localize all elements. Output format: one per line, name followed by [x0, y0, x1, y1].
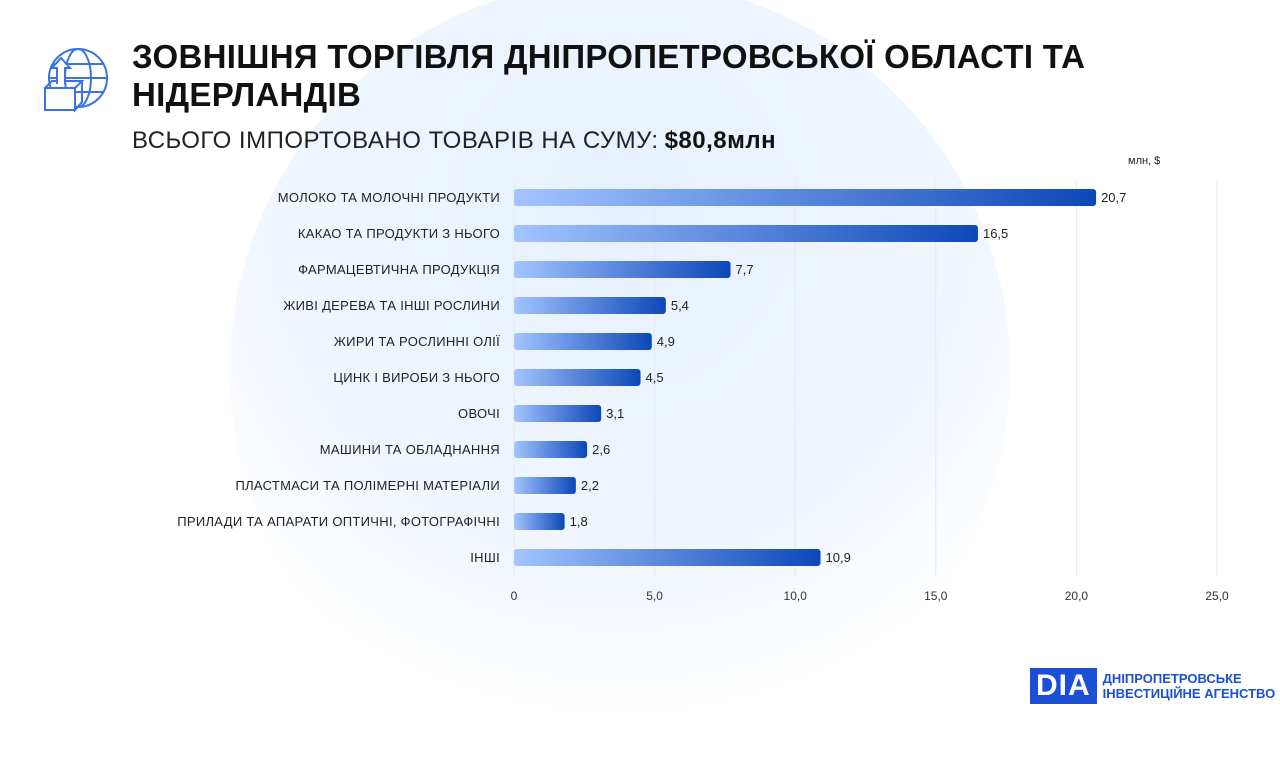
- value-label: 7,7: [736, 262, 754, 277]
- logo-line-1: ДНІПРОПЕТРОВСЬКЕ: [1102, 671, 1242, 686]
- category-label: ЖИВІ ДЕРЕВА ТА ІНШІ РОСЛИНИ: [283, 298, 500, 313]
- category-label: ФАРМАЦЕВТИЧНА ПРОДУКЦІЯ: [298, 262, 500, 277]
- value-label: 10,9: [826, 550, 851, 565]
- logo-line-2: ІНВЕСТИЦІЙНЕ АГЕНСТВО: [1102, 686, 1276, 701]
- value-label: 1,8: [570, 514, 588, 529]
- subtitle-label: ВСЬОГО ІМПОРТОВАНО ТОВАРІВ НА СУМУ:: [132, 127, 659, 154]
- page-title: ЗОВНІШНЯ ТОРГІВЛЯ ДНІПРОПЕТРОВСЬКОЇ ОБЛА…: [132, 38, 1085, 114]
- bar: [514, 225, 978, 242]
- category-label: ЦИНК І ВИРОБИ З НЬОГО: [333, 370, 500, 385]
- bar: [514, 333, 652, 350]
- x-tick-label: 25,0: [1205, 589, 1229, 603]
- x-tick-label: 10,0: [784, 589, 808, 603]
- dia-logo: DIA ДНІПРОПЕТРОВСЬКЕ ІНВЕСТИЦІЙНЕ АГЕНСТВ…: [1030, 668, 1275, 704]
- value-label: 16,5: [983, 226, 1008, 241]
- title-line-2: НІДЕРЛАНДІВ: [132, 76, 362, 113]
- category-label: МАШИНИ ТА ОБЛАДНАННЯ: [320, 442, 500, 457]
- x-tick-label: 20,0: [1065, 589, 1089, 603]
- bar: [514, 513, 565, 530]
- x-tick-label: 15,0: [924, 589, 948, 603]
- category-label: ПЛАСТМАСИ ТА ПОЛІМЕРНІ МАТЕРІАЛИ: [235, 478, 500, 493]
- category-label: КАКАО ТА ПРОДУКТИ З НЬОГО: [298, 226, 500, 241]
- value-label: 2,6: [592, 442, 610, 457]
- logo-mark: DIA: [1030, 668, 1097, 704]
- subtitle: ВСЬОГО ІМПОРТОВАНО ТОВАРІВ НА СУМУ: $80,8…: [132, 127, 776, 155]
- category-label: ПРИЛАДИ ТА АПАРАТИ ОПТИЧНІ, ФОТОГРАФІЧНІ: [177, 514, 500, 529]
- category-label: ОВОЧІ: [458, 406, 500, 421]
- bar: [514, 549, 821, 566]
- bar-chart: 0 5,0 10,0 15,0 20,0 25,0 МОЛОКО ТА МОЛОЧНІ ПР…: [177, 180, 1229, 603]
- value-label: 5,4: [671, 298, 689, 313]
- total-import-value: $80,8млн: [664, 127, 777, 154]
- globe-box-upload-icon: [40, 44, 110, 121]
- bar: [514, 189, 1097, 206]
- category-label: ЖИРИ ТА РОСЛИННІ ОЛІЇ: [334, 334, 500, 349]
- unit-label: млн, $: [1128, 155, 1161, 167]
- bar: [514, 405, 602, 422]
- value-label: 20,7: [1101, 190, 1126, 205]
- bar: [514, 297, 666, 314]
- category-label: ІНШІ: [470, 550, 500, 565]
- x-tick-label: 0: [511, 589, 518, 603]
- bar: [514, 477, 576, 494]
- value-label: 4,9: [657, 334, 675, 349]
- value-label: 4,5: [646, 370, 664, 385]
- x-tick-label: 5,0: [646, 589, 663, 603]
- title-line-1: ЗОВНІШНЯ ТОРГІВЛЯ ДНІПРОПЕТРОВСЬКОЇ ОБЛА…: [132, 38, 1086, 75]
- bar: [514, 441, 588, 458]
- category-label: МОЛОКО ТА МОЛОЧНІ ПРОДУКТИ: [278, 190, 500, 205]
- value-label: 2,2: [581, 478, 599, 493]
- bar: [514, 261, 731, 278]
- value-label: 3,1: [606, 406, 624, 421]
- bar: [514, 369, 641, 386]
